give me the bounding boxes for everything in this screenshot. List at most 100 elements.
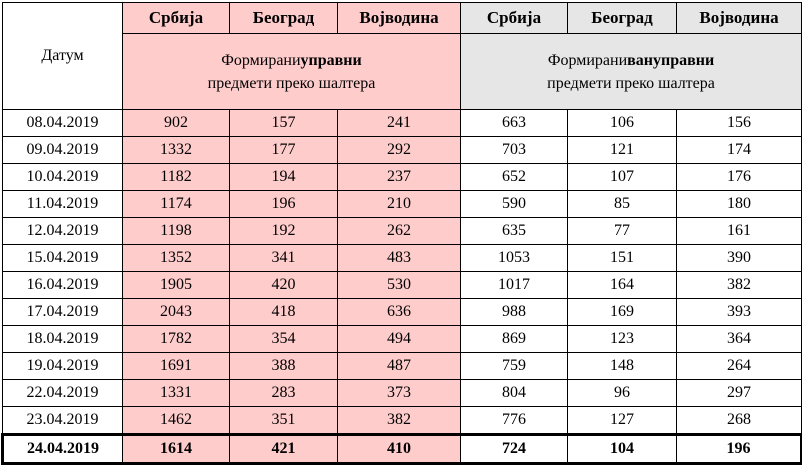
row-value-cell: 421 bbox=[229, 433, 338, 465]
row-value-cell: 297 bbox=[676, 379, 802, 407]
col-header-vojvodina-upravni: Војводина bbox=[337, 2, 461, 34]
row-value-cell: 237 bbox=[337, 163, 461, 191]
table-row: 09.04.2019 1332 177 292 703 121 174 bbox=[2, 136, 802, 164]
row-value-cell: 1462 bbox=[122, 406, 230, 435]
row-date: 09.04.2019 bbox=[2, 136, 123, 164]
row-value-cell: 148 bbox=[567, 352, 677, 380]
row-value-cell: 1331 bbox=[122, 379, 230, 407]
row-value-cell: 390 bbox=[676, 244, 802, 272]
row-date: 24.04.2019 bbox=[1, 433, 123, 465]
row-date: 11.04.2019 bbox=[2, 190, 123, 218]
row-value-cell: 635 bbox=[460, 217, 568, 245]
row-value-cell: 382 bbox=[337, 406, 461, 435]
row-value-cell: 652 bbox=[460, 163, 568, 191]
row-date: 17.04.2019 bbox=[2, 298, 123, 326]
row-date: 19.04.2019 bbox=[2, 352, 123, 380]
row-value-cell: 161 bbox=[676, 217, 802, 245]
row-value-cell: 241 bbox=[337, 109, 461, 137]
row-date: 10.04.2019 bbox=[2, 163, 123, 191]
table-row: 16.04.2019 1905 420 530 1017 164 382 bbox=[2, 271, 802, 299]
col-header-srbija-upravni: Србија bbox=[122, 2, 230, 34]
row-date: 08.04.2019 bbox=[2, 109, 123, 137]
table-row: 22.04.2019 1331 283 373 804 96 297 bbox=[2, 379, 802, 407]
date-column-header: Датум bbox=[2, 2, 123, 110]
group-vanupravni-prefix: Формирани bbox=[547, 51, 628, 69]
table-row: 08.04.2019 902 157 241 663 106 156 bbox=[2, 109, 802, 137]
header-row-regions: Датум Србија Београд Војводина Србија Бе… bbox=[2, 2, 802, 110]
row-value-cell: 483 bbox=[337, 244, 461, 272]
row-date: 23.04.2019 bbox=[2, 406, 123, 435]
row-value-cell: 1691 bbox=[122, 352, 230, 380]
row-value-cell: 759 bbox=[460, 352, 568, 380]
row-value-cell: 590 bbox=[460, 190, 568, 218]
row-value-cell: 96 bbox=[567, 379, 677, 407]
row-value-cell: 106 bbox=[567, 109, 677, 137]
row-value-cell: 127 bbox=[567, 406, 677, 435]
row-value-cell: 410 bbox=[337, 433, 461, 465]
table-row: 18.04.2019 1782 354 494 869 123 364 bbox=[2, 325, 802, 353]
row-value-cell: 176 bbox=[676, 163, 802, 191]
row-value-cell: 123 bbox=[567, 325, 677, 353]
group-vanupravni-suffix: предмети преко шалтера bbox=[547, 74, 715, 92]
row-value-cell: 1332 bbox=[122, 136, 230, 164]
group-upravni-suffix: предмети преко шалтера bbox=[207, 74, 376, 92]
table-row: 10.04.2019 1182 194 237 652 107 176 bbox=[2, 163, 802, 191]
group-vanupravni-bold: вануправни bbox=[627, 51, 715, 69]
row-value-cell: 268 bbox=[676, 406, 802, 435]
row-value-cell: 196 bbox=[676, 433, 802, 465]
row-value-cell: 169 bbox=[567, 298, 677, 326]
row-value-cell: 210 bbox=[337, 190, 461, 218]
row-date: 18.04.2019 bbox=[2, 325, 123, 353]
row-value-cell: 1352 bbox=[122, 244, 230, 272]
row-value-cell: 494 bbox=[337, 325, 461, 353]
row-value-cell: 194 bbox=[229, 163, 338, 191]
row-value-cell: 262 bbox=[337, 217, 461, 245]
row-value-cell: 703 bbox=[460, 136, 568, 164]
table-row: 11.04.2019 1174 196 210 590 85 180 bbox=[2, 190, 802, 218]
row-value-cell: 393 bbox=[676, 298, 802, 326]
row-value-cell: 1174 bbox=[122, 190, 230, 218]
row-value-cell: 121 bbox=[567, 136, 677, 164]
row-value-cell: 804 bbox=[460, 379, 568, 407]
table-body: 08.04.2019 902 157 241 663 106 156 09.04.2019 13… bbox=[1, 109, 802, 465]
row-value-cell: 382 bbox=[676, 271, 802, 299]
row-date: 12.04.2019 bbox=[2, 217, 123, 245]
row-value-cell: 776 bbox=[460, 406, 568, 435]
group-upravni-prefix: Формирани bbox=[221, 51, 301, 69]
row-value-cell: 388 bbox=[229, 352, 338, 380]
row-value-cell: 636 bbox=[337, 298, 461, 326]
row-value-cell: 1017 bbox=[460, 271, 568, 299]
row-value-cell: 724 bbox=[460, 433, 568, 465]
table-row: 12.04.2019 1198 192 262 635 77 161 bbox=[2, 217, 802, 245]
row-value-cell: 180 bbox=[676, 190, 802, 218]
row-date: 16.04.2019 bbox=[2, 271, 123, 299]
col-header-srbija-vanupravni: Србија bbox=[460, 2, 568, 34]
row-value-cell: 1782 bbox=[122, 325, 230, 353]
row-value-cell: 292 bbox=[337, 136, 461, 164]
row-value-cell: 156 bbox=[676, 109, 802, 137]
col-header-beograd-upravni: Београд bbox=[229, 2, 338, 34]
row-value-cell: 196 bbox=[229, 190, 338, 218]
row-value-cell: 77 bbox=[567, 217, 677, 245]
col-header-vojvodina-vanupravni: Војводина bbox=[676, 2, 802, 34]
row-value-cell: 1198 bbox=[122, 217, 230, 245]
row-value-cell: 373 bbox=[337, 379, 461, 407]
group-header-upravni: Формирани управни предмети преко шалтера bbox=[122, 33, 461, 110]
row-value-cell: 351 bbox=[229, 406, 338, 435]
group-header-vanupravni: Формирани вануправни предмети преко шалт… bbox=[460, 33, 802, 110]
header-row-groups: Формирани управни предмети преко шалтера… bbox=[3, 33, 802, 110]
row-date: 15.04.2019 bbox=[2, 244, 123, 272]
row-value-cell: 988 bbox=[460, 298, 568, 326]
table-row: 19.04.2019 1691 388 487 759 148 264 bbox=[2, 352, 802, 380]
row-value-cell: 283 bbox=[229, 379, 338, 407]
row-value-cell: 2043 bbox=[122, 298, 230, 326]
table-row: 24.04.2019 1614 421 410 724 104 196 bbox=[1, 433, 802, 465]
row-value-cell: 177 bbox=[229, 136, 338, 164]
row-value-cell: 354 bbox=[229, 325, 338, 353]
row-value-cell: 1053 bbox=[460, 244, 568, 272]
row-value-cell: 487 bbox=[337, 352, 461, 380]
group-upravni-bold: управни bbox=[300, 51, 362, 69]
row-value-cell: 85 bbox=[567, 190, 677, 218]
row-value-cell: 164 bbox=[567, 271, 677, 299]
